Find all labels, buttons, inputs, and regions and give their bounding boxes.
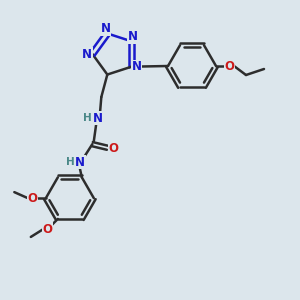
Text: O: O bbox=[42, 223, 52, 236]
Text: N: N bbox=[82, 47, 92, 61]
Text: H: H bbox=[83, 113, 92, 123]
Text: H: H bbox=[66, 157, 75, 167]
Text: N: N bbox=[132, 60, 142, 73]
Text: O: O bbox=[224, 59, 235, 73]
Text: N: N bbox=[75, 156, 85, 169]
Text: N: N bbox=[128, 30, 138, 43]
Text: N: N bbox=[93, 112, 103, 124]
Text: O: O bbox=[108, 142, 118, 155]
Text: O: O bbox=[27, 192, 37, 205]
Text: N: N bbox=[101, 22, 111, 35]
